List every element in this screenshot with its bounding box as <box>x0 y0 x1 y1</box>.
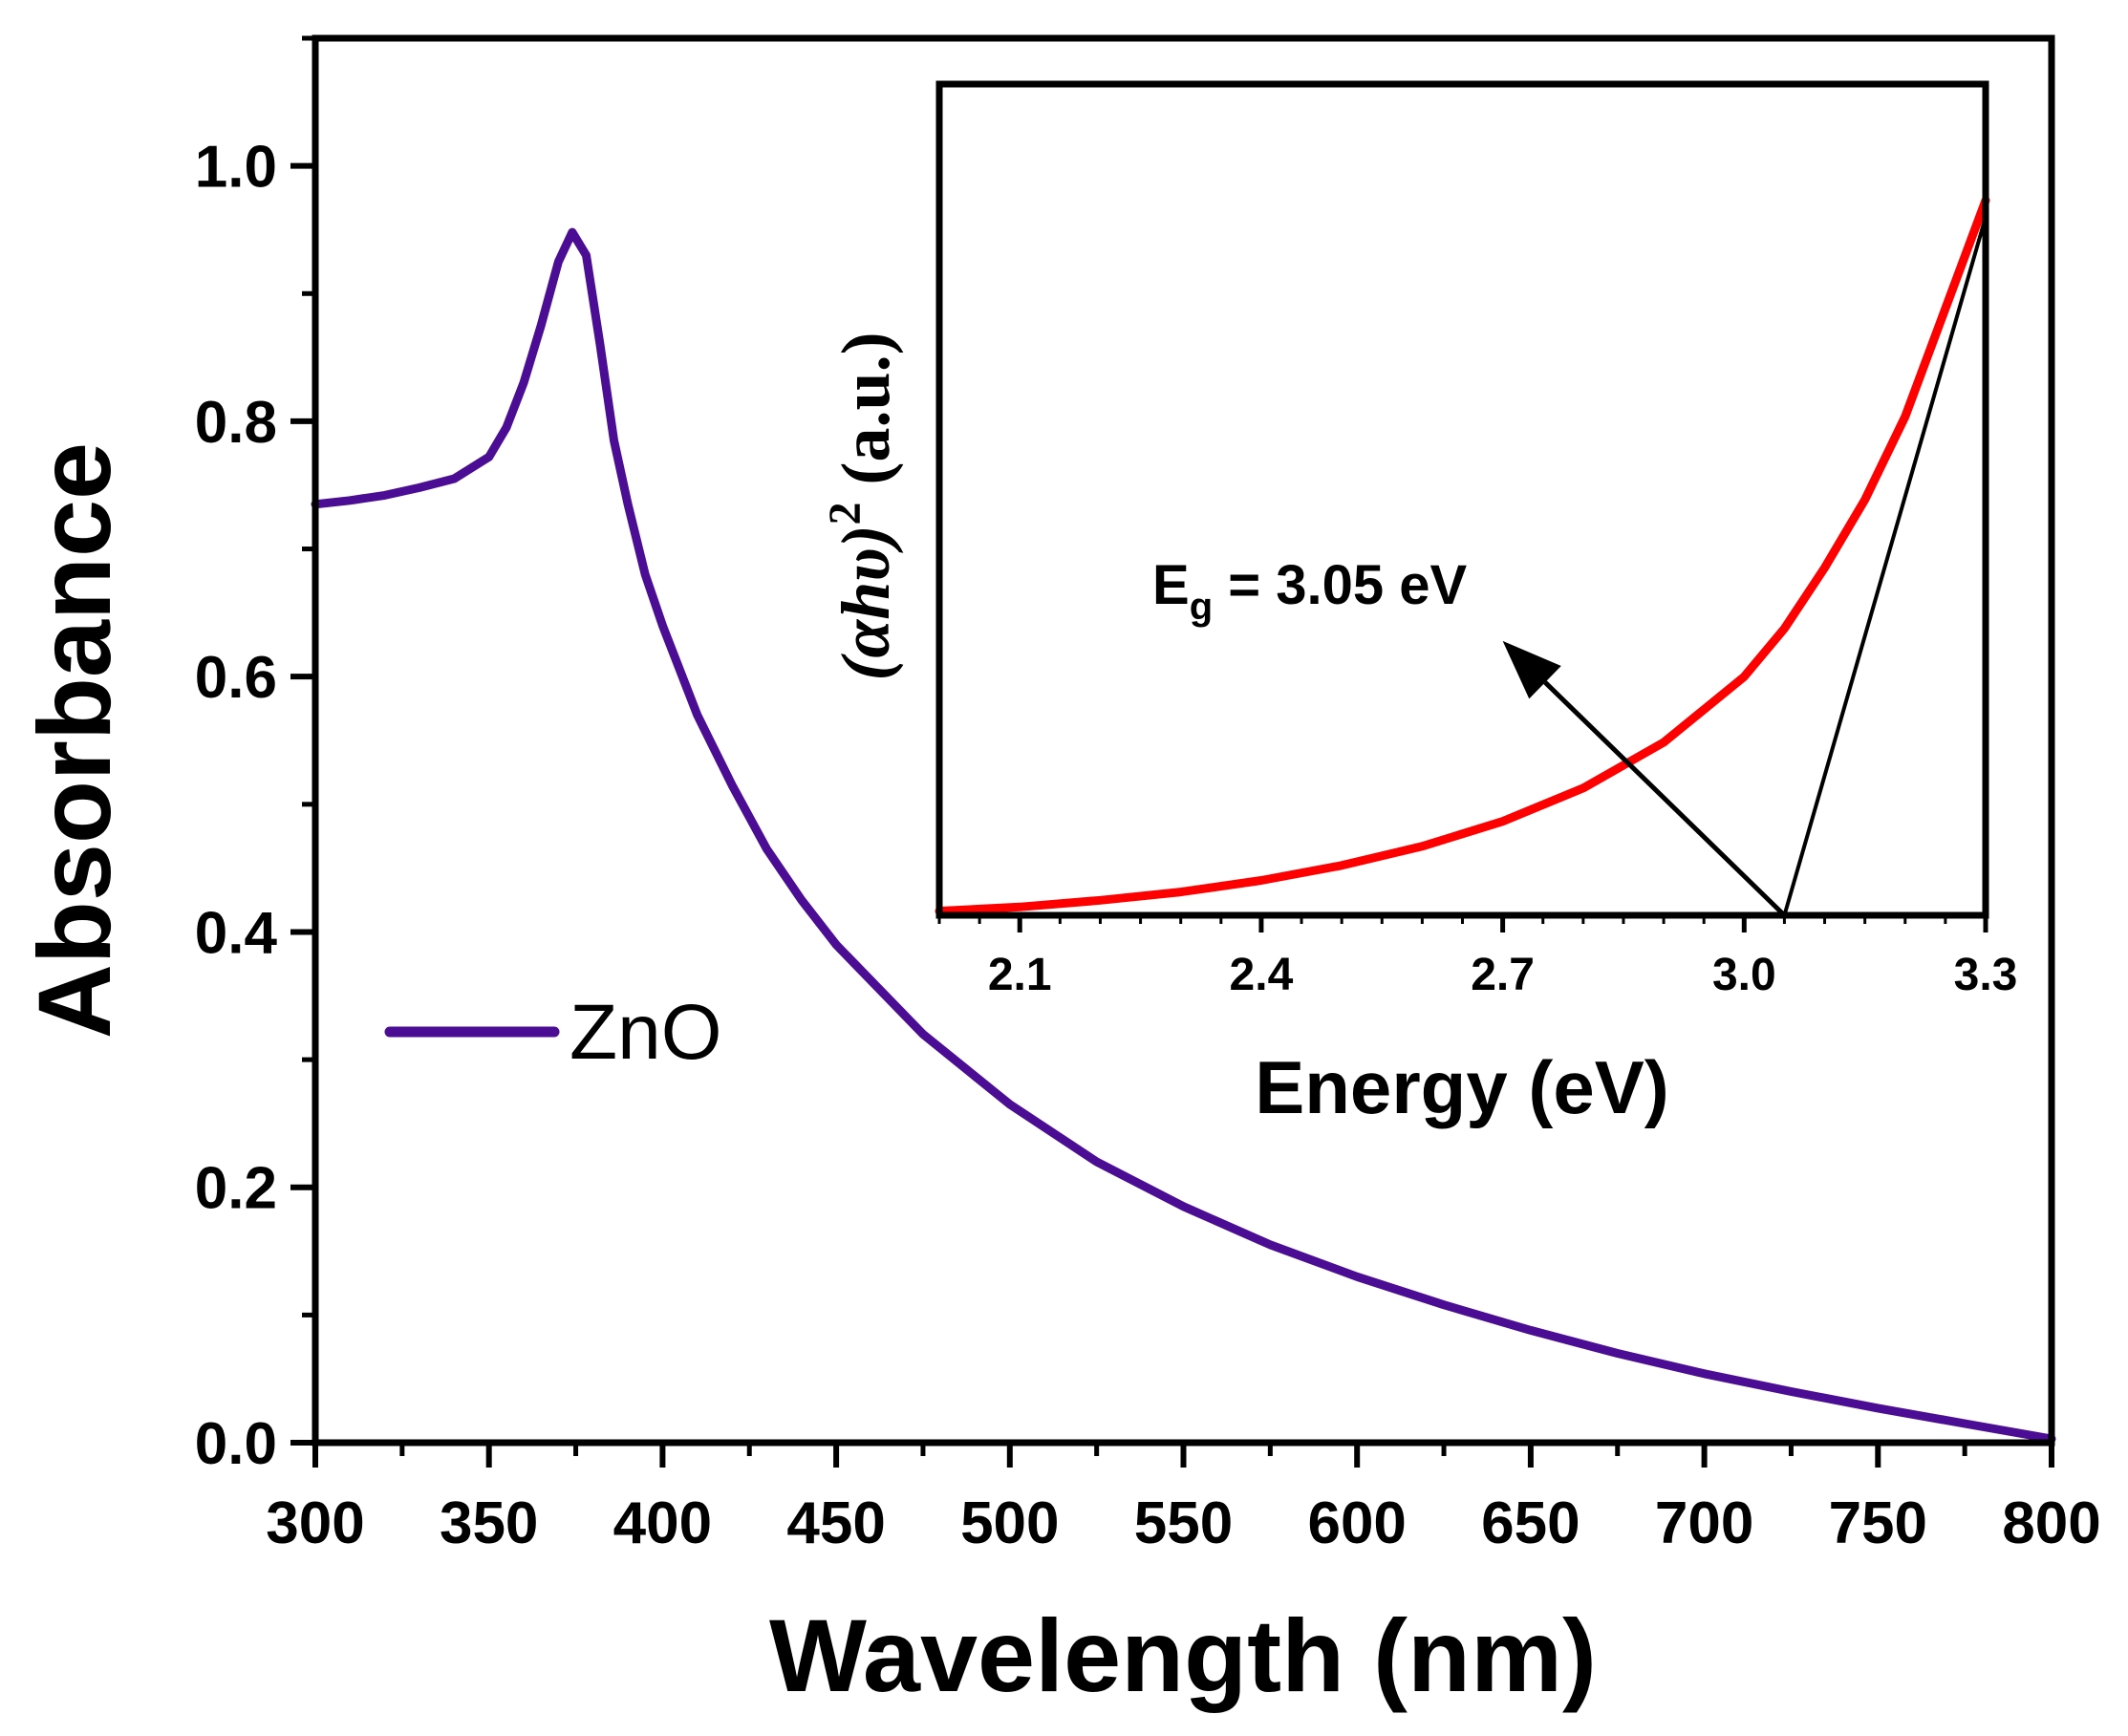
tauc-plot-curve <box>935 196 1990 916</box>
main-ticks <box>290 35 2054 1468</box>
main-x-tick-label: 500 <box>960 1490 1059 1556</box>
inset-x-tick-label: 2.7 <box>1471 950 1535 1000</box>
main-x-tick-label: 400 <box>613 1490 712 1556</box>
main-x-tick-label: 750 <box>1829 1490 1927 1556</box>
inset-x-tick-label: 3.0 <box>1712 950 1776 1000</box>
main-tick-labels: 300 350 400 450 500 550 600 650 700 750 800 0.0 0.2 0… <box>195 135 2101 1556</box>
bandgap-arrow <box>1543 680 1787 917</box>
inset-y-axis-title: (αhυ)2 (a.u.) <box>820 332 904 680</box>
inset-x-tick-label: 2.4 <box>1230 950 1294 1000</box>
bandgap-arrow-head <box>1502 640 1561 699</box>
main-x-tick-label: 700 <box>1655 1490 1753 1556</box>
main-y-tick-label: 1.0 <box>195 135 277 201</box>
inset-tick-labels: 2.1 2.4 2.7 3.0 3.3 <box>988 950 2018 1000</box>
inset-x-tick-label: 2.1 <box>988 950 1052 1000</box>
main-y-axis-title: Absorbance <box>16 442 132 1039</box>
main-x-tick-label: 550 <box>1134 1490 1233 1556</box>
main-x-tick-label: 800 <box>2002 1490 2100 1556</box>
main-y-tick-label: 0.2 <box>195 1156 277 1222</box>
main-y-tick-label: 0.8 <box>195 390 277 456</box>
main-x-tick-label: 350 <box>440 1490 538 1556</box>
bandgap-symbol: E <box>1152 554 1190 616</box>
main-y-tick-label: 0.0 <box>195 1411 277 1477</box>
legend-label-zno: ZnO <box>570 989 721 1076</box>
inset-plot: 2.1 2.4 2.7 3.0 3.3 Eg = 3.05 eV Energy (eV)… <box>820 80 2018 1129</box>
main-x-tick-label: 600 <box>1307 1490 1406 1556</box>
main-y-tick-label: 0.4 <box>195 900 278 966</box>
inset-background <box>939 84 1986 915</box>
main-x-tick-label: 450 <box>786 1490 885 1556</box>
main-x-tick-label: 300 <box>266 1490 364 1556</box>
bandgap-value: = 3.05 eV <box>1213 554 1467 616</box>
main-y-tick-label: 0.6 <box>195 645 277 711</box>
inset-x-axis-title: Energy (eV) <box>1255 1045 1668 1129</box>
main-plot: 300 350 400 450 500 550 600 650 700 750 800 0.0 0.2 0… <box>16 34 2101 1713</box>
main-plot-frame <box>312 34 2055 1447</box>
inset-y-axis-title-main: (αhυ) <box>828 525 904 680</box>
bandgap-subscript: g <box>1190 586 1213 628</box>
inset-x-tick-label: 3.3 <box>1954 950 2018 1000</box>
linear-fit-line <box>1782 216 1988 916</box>
inset-y-axis-title-unit: (a.u.) <box>828 332 904 502</box>
bandgap-annotation: Eg = 3.05 eV <box>1152 554 1467 628</box>
zno-absorbance-curve <box>311 227 2056 1444</box>
main-x-tick-label: 650 <box>1481 1490 1580 1556</box>
main-x-axis-title: Wavelength (nm) <box>769 1597 1597 1713</box>
inset-y-axis-title-sup: 2 <box>820 502 871 525</box>
inset-frame <box>935 80 1989 919</box>
